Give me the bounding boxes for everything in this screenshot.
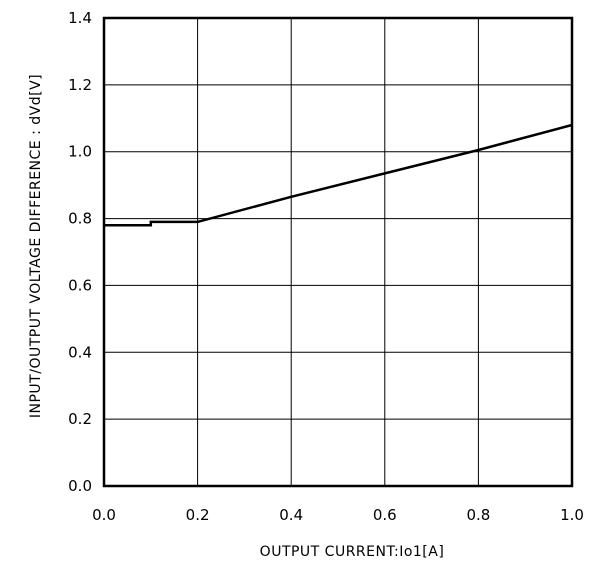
y-tick-label: 0.4 (68, 343, 92, 361)
y-tick-label: 1.2 (68, 76, 92, 94)
series-line (104, 123, 573, 227)
y-tick-label: 1.4 (68, 9, 92, 27)
x-tick-label: 0.4 (279, 506, 303, 524)
x-tick-label: 0.2 (186, 506, 210, 524)
y-tick-label: 0.8 (68, 210, 92, 228)
y-tick-label: 1.0 (68, 143, 92, 161)
y-tick-label: 0.6 (68, 276, 92, 294)
y-tick-label: 0.0 (68, 477, 92, 495)
y-tick-labels: 0.0 0.2 0.4 0.6 0.8 1.0 1.2 1.4 (68, 9, 92, 495)
plot-frame (102, 16, 574, 488)
x-tick-label: 0.6 (373, 506, 397, 524)
x-tick-label: 0.0 (92, 506, 116, 524)
y-axis-label: INPUT/OUTPUT VOLTAGE DIFFERENCE : dVd[V] (28, 74, 44, 418)
x-tick-labels: 0.0 0.2 0.4 0.6 0.8 1.0 (92, 506, 584, 524)
y-tick-label: 0.2 (68, 410, 92, 428)
x-tick-label: 0.8 (466, 506, 490, 524)
x-tick-label: 1.0 (560, 506, 584, 524)
x-axis-label: OUTPUT CURRENT:Io1[A] (260, 544, 445, 560)
grid (104, 18, 572, 486)
